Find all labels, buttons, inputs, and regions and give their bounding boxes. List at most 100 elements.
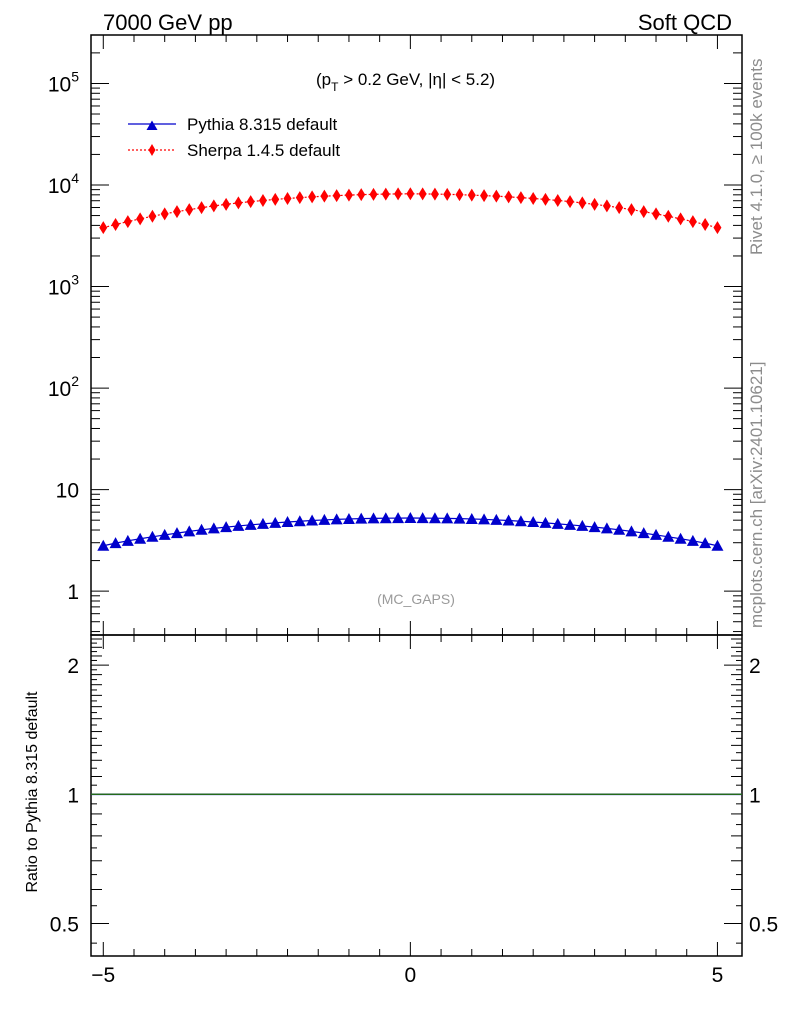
- pythia-point: [564, 518, 577, 530]
- legend-label-sherpa: Sherpa 1.4.5 default: [187, 141, 340, 160]
- y-tick-label: 105: [48, 68, 79, 96]
- pythia-point: [379, 512, 392, 524]
- ratio-y-tick-label-left: 2: [67, 655, 79, 678]
- pythia-point: [674, 532, 687, 544]
- pythia-point: [428, 512, 441, 524]
- legend: Pythia 8.315 default Sherpa 1.4.5 defaul…: [128, 115, 340, 160]
- y-tick-label: 103: [48, 272, 79, 300]
- pythia-point: [195, 523, 208, 535]
- pythia-point: [478, 513, 491, 525]
- pythia-point: [625, 525, 638, 537]
- pythia-point: [539, 516, 552, 528]
- y-tick-label: 10: [56, 480, 79, 503]
- pythia-point: [355, 512, 368, 524]
- sherpa-point: [320, 189, 329, 203]
- sherpa-point: [111, 218, 120, 232]
- pythia-point: [637, 527, 650, 539]
- mcplots-label: mcplots.cern.ch [arXiv:2401.10621]: [747, 362, 766, 628]
- pythia-point: [699, 537, 712, 549]
- sherpa-point: [443, 187, 452, 201]
- pythia-point: [97, 539, 110, 551]
- sherpa-point: [197, 201, 206, 215]
- sherpa-point: [344, 188, 353, 202]
- pythia-point: [551, 517, 564, 529]
- pythia-point: [527, 515, 540, 527]
- cut-annotation: (pT > 0.2 GeV, |η| < 5.2): [316, 70, 495, 94]
- pythia-point: [465, 512, 478, 524]
- sherpa-point: [160, 207, 169, 221]
- header-right: Soft QCD: [638, 10, 732, 35]
- pythia-point: [293, 515, 306, 527]
- sherpa-point: [381, 187, 390, 201]
- sherpa-point: [394, 187, 403, 201]
- sherpa-point: [406, 187, 415, 201]
- sherpa-point: [701, 218, 710, 232]
- ratio-y-tick-label-right: 0.5: [749, 913, 778, 936]
- ratio-y-tick-label-left: 0.5: [50, 913, 79, 936]
- sherpa-point: [172, 205, 181, 219]
- pythia-point: [306, 514, 319, 526]
- pythia-point: [109, 537, 122, 549]
- ratio-frame: [90, 634, 743, 957]
- pythia-point: [256, 517, 269, 529]
- pythia-point: [650, 528, 663, 540]
- sherpa-point: [357, 188, 366, 202]
- main-ticks: [91, 34, 742, 635]
- sherpa-point: [602, 199, 611, 213]
- pythia-point: [207, 522, 220, 534]
- sherpa-point: [148, 209, 157, 223]
- sherpa-point: [99, 221, 108, 235]
- pythia-point: [453, 512, 466, 524]
- pythia-point: [170, 527, 183, 539]
- sherpa-point: [246, 195, 255, 209]
- analysis-tag: (MC_GAPS): [377, 591, 455, 607]
- pythia-point: [686, 534, 699, 546]
- pythia-point: [134, 532, 147, 544]
- pythia-point: [342, 512, 355, 524]
- y-tick-label: 1: [67, 581, 79, 604]
- main-panel: 1 10 102 103 104 105 (pT > 0.2 GeV, |η| < 5.2…: [48, 34, 743, 636]
- sherpa-point: [652, 207, 661, 221]
- sherpa-point: [430, 187, 439, 201]
- sherpa-point: [258, 193, 267, 207]
- pythia-point: [269, 516, 282, 528]
- sherpa-point: [332, 189, 341, 203]
- ratio-panel: 0.5 0.5 1 1 2 2 Ratio to Pythia 8.315 default: [24, 634, 778, 957]
- sherpa-point: [418, 187, 427, 201]
- rivet-label: Rivet 4.1.0, ≥ 100k events: [747, 59, 766, 255]
- sherpa-point: [504, 190, 513, 204]
- sherpa-point: [688, 215, 697, 229]
- sherpa-point: [676, 212, 685, 226]
- pythia-point: [281, 515, 294, 527]
- sherpa-point: [123, 215, 132, 229]
- x-tick-labels: −5 0 5: [91, 964, 723, 987]
- sherpa-point: [271, 192, 280, 206]
- sherpa-point: [455, 188, 464, 202]
- sherpa-point: [566, 195, 575, 209]
- sherpa-point: [136, 212, 145, 226]
- pythia-point: [158, 528, 171, 540]
- sherpa-point: [295, 191, 304, 205]
- sherpa-point: [615, 201, 624, 215]
- sherpa-point: [467, 188, 476, 202]
- legend-label-pythia: Pythia 8.315 default: [187, 115, 338, 134]
- main-y-tick-labels: 1 10 102 103 104 105: [48, 68, 79, 604]
- legend-marker-sherpa: [148, 144, 156, 156]
- x-tick-label: −5: [91, 964, 115, 987]
- pythia-point: [330, 513, 343, 525]
- pythia-point: [416, 512, 429, 524]
- pythia-point: [318, 513, 331, 525]
- pythia-point: [600, 522, 613, 534]
- sherpa-point: [578, 196, 587, 210]
- sherpa-point: [627, 203, 636, 217]
- pythia-point: [711, 539, 724, 551]
- sherpa-point: [308, 190, 317, 204]
- sherpa-point: [234, 196, 243, 210]
- y-tick-label: 102: [48, 373, 79, 401]
- pythia-point: [613, 523, 626, 535]
- legend-marker-pythia: [146, 120, 158, 130]
- sherpa-point: [639, 205, 648, 219]
- pythia-point: [490, 513, 503, 525]
- sherpa-point: [283, 191, 292, 205]
